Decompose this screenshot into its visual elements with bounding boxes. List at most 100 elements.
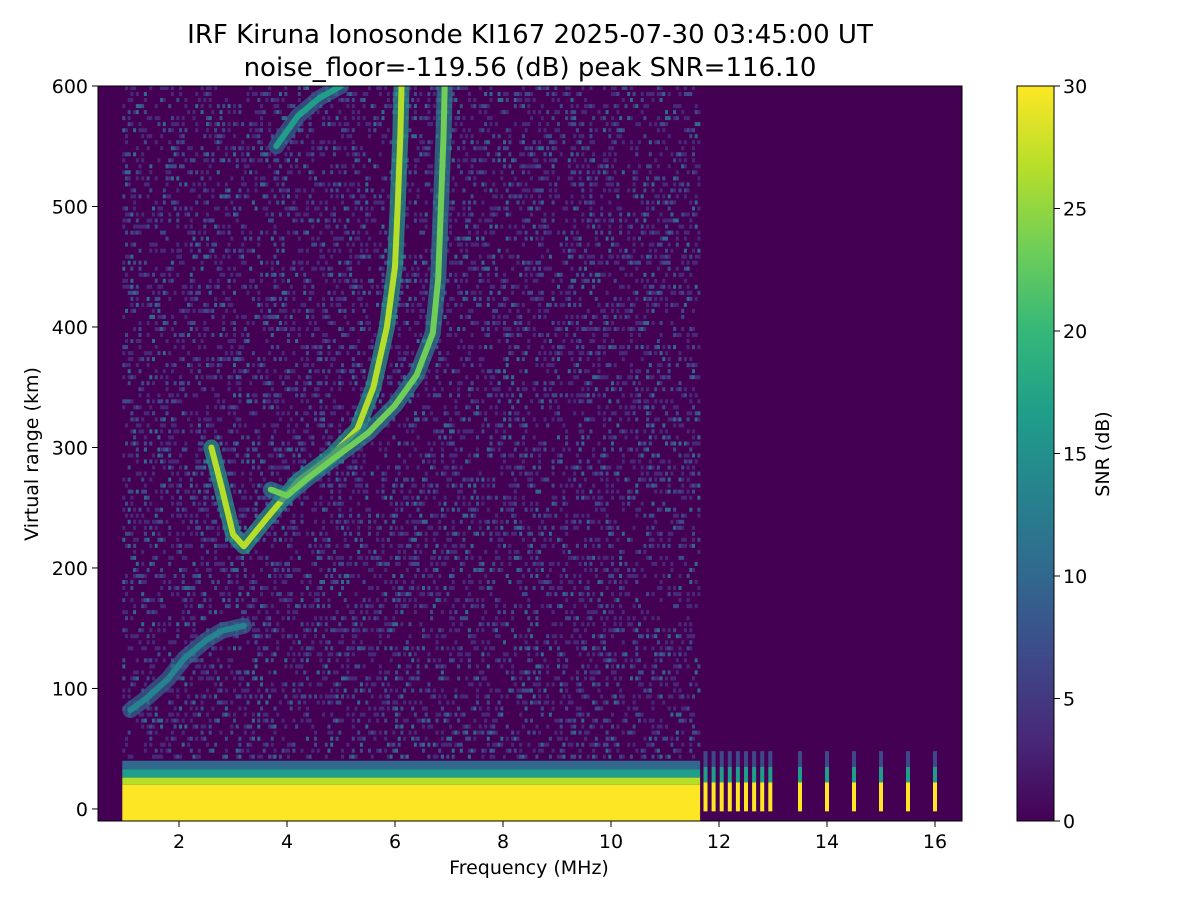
noise-cell xyxy=(346,664,350,669)
noise-cell xyxy=(322,519,326,524)
noise-cell xyxy=(251,411,255,416)
noise-cell xyxy=(314,628,317,633)
noise-cell xyxy=(265,194,269,199)
noise-cell xyxy=(413,604,417,609)
noise-cell xyxy=(200,670,204,675)
noise-cell xyxy=(173,399,177,404)
noise-cell xyxy=(351,146,355,151)
noise-cell xyxy=(365,242,369,247)
noise-cell xyxy=(268,574,272,578)
noise-cell xyxy=(254,676,258,681)
noise-cell xyxy=(278,754,282,759)
noise-cell xyxy=(181,507,185,512)
noise-cell xyxy=(214,742,218,747)
noise-cell xyxy=(265,92,269,96)
noise-cell xyxy=(359,248,363,253)
noise-cell xyxy=(443,471,447,476)
noise-cell xyxy=(422,586,425,590)
noise-cell xyxy=(416,495,420,500)
noise-cell xyxy=(392,489,396,494)
noise-cell xyxy=(311,284,315,289)
noise-cell xyxy=(427,592,431,597)
noise-cell xyxy=(427,405,431,410)
noise-cell xyxy=(138,128,142,133)
noise-cell xyxy=(197,658,201,663)
noise-cell xyxy=(203,158,207,163)
noise-cell xyxy=(170,399,174,404)
noise-cell xyxy=(413,447,417,452)
noise-cell xyxy=(332,236,336,241)
noise-cell xyxy=(381,224,385,229)
noise-cell xyxy=(203,134,207,139)
noise-cell xyxy=(138,170,142,175)
noise-cell xyxy=(384,248,388,253)
noise-cell xyxy=(197,345,201,350)
noise-cell xyxy=(357,363,361,368)
noise-cell xyxy=(357,152,361,157)
noise-cell xyxy=(246,164,250,169)
noise-cell xyxy=(419,742,423,747)
noise-cell xyxy=(424,531,428,536)
noise-cell xyxy=(427,182,431,187)
noise-cell xyxy=(138,224,142,229)
noise-cell xyxy=(389,658,393,663)
noise-cell xyxy=(449,423,452,428)
noise-cell xyxy=(346,604,350,609)
noise-cell xyxy=(438,363,442,368)
noise-cell xyxy=(238,393,242,398)
noise-cell xyxy=(324,278,328,283)
noise-cell xyxy=(386,194,390,199)
noise-cell xyxy=(368,357,371,362)
noise-cell xyxy=(457,742,461,747)
noise-cell xyxy=(332,399,336,404)
noise-cell xyxy=(160,248,164,253)
noise-cell xyxy=(311,146,315,151)
noise-cell xyxy=(254,501,258,506)
noise-cell xyxy=(300,218,304,223)
noise-cell xyxy=(170,92,174,96)
noise-cell xyxy=(459,290,463,295)
noise-cell xyxy=(368,86,371,90)
noise-cell xyxy=(292,290,296,295)
noise-cell xyxy=(224,194,228,199)
noise-cell xyxy=(443,555,447,560)
noise-cell xyxy=(365,188,369,193)
noise-cell xyxy=(432,694,436,699)
noise-cell xyxy=(457,489,461,494)
noise-cell xyxy=(235,429,239,434)
noise-cell xyxy=(241,122,245,127)
noise-cell xyxy=(162,351,166,356)
noise-cell xyxy=(386,104,390,109)
noise-cell xyxy=(419,212,423,217)
noise-cell xyxy=(305,351,309,356)
noise-cell xyxy=(473,718,477,723)
noise-cell xyxy=(254,507,258,512)
noise-cell xyxy=(341,748,344,753)
noise-cell xyxy=(365,676,369,681)
noise-cell xyxy=(297,236,301,241)
noise-cell xyxy=(486,218,490,223)
noise-cell xyxy=(152,555,155,560)
noise-cell xyxy=(341,640,344,645)
noise-cell xyxy=(446,248,450,253)
noise-cell xyxy=(324,429,328,434)
noise-cell xyxy=(354,345,358,350)
noise-cell xyxy=(405,224,409,229)
noise-cell xyxy=(300,459,304,464)
noise-cell xyxy=(373,730,377,735)
noise-cell xyxy=(465,730,469,735)
noise-cell xyxy=(424,634,428,639)
noise-cell xyxy=(486,742,490,747)
noise-cell xyxy=(427,104,431,109)
noise-cell xyxy=(484,170,488,175)
noise-cell xyxy=(241,586,245,590)
noise-cell xyxy=(305,152,309,157)
noise-cell xyxy=(303,441,307,446)
noise-cell xyxy=(354,278,358,283)
noise-cell xyxy=(224,447,228,452)
noise-cell xyxy=(303,363,307,368)
noise-cell xyxy=(214,519,218,524)
noise-cell xyxy=(203,152,207,157)
noise-cell xyxy=(395,507,398,512)
noise-cell xyxy=(176,146,180,151)
